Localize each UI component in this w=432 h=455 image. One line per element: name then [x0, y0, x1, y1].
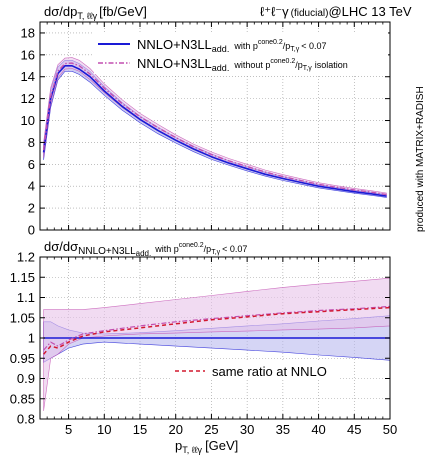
x-tick-label: 40 [311, 422, 325, 437]
ratio-y-tick-label: 1.2 [17, 250, 35, 265]
x-tick-label: 25 [204, 422, 218, 437]
main-y-tick-label: 10 [21, 113, 35, 128]
x-tick-label: 50 [383, 422, 397, 437]
ratio-y-tick-label: 1.1 [17, 290, 35, 305]
ratio-ticks: 5 10 15 20 25 30 35 40 45 50 0.8 0.85 0.9 0.95 1 1.05 1.… [10, 250, 398, 438]
x-tick-label: 15 [133, 422, 147, 437]
ratio-legend-label: same ratio at NNLO [212, 364, 327, 379]
main-lines [42, 62, 387, 197]
ratio-lines [43, 305, 390, 355]
ratio-y-tick-label: 0.8 [17, 412, 35, 427]
main-y-tick-label: 4 [28, 179, 35, 194]
ratio-series-line-2 [43, 305, 390, 351]
main-series-line-1 [42, 65, 387, 197]
main-y-tick-label: 18 [21, 25, 35, 40]
legend-background [94, 32, 388, 74]
ratio-bands [43, 277, 390, 411]
ratio-y-tick-label: 1 [28, 331, 35, 346]
main-y-tick-label: 16 [21, 47, 35, 62]
x-tick-label: 35 [276, 422, 290, 437]
main-y-tick-label: 0 [28, 223, 35, 238]
ratio-series-line-3 [43, 306, 390, 355]
watermark: produced with MATRIX+RADISH [415, 86, 426, 232]
ratio-y-tick-label: 1.15 [10, 270, 35, 285]
legend-entry-noiso: NNLO+N3LLadd. without pcone0.2/pT,γ isolat… [137, 56, 348, 73]
process-label: ℓ⁺ℓ⁻γ (fiducial)@LHC 13 TeV [260, 4, 412, 19]
main-y-tick-label: 2 [28, 201, 35, 216]
x-tick-label: 30 [240, 422, 254, 437]
main-band-2 [43, 57, 387, 197]
x-tick-label: 10 [97, 422, 111, 437]
main-y-tick-label: 8 [28, 135, 35, 150]
ratio-y-tick-label: 0.95 [10, 351, 35, 366]
main-y-tick-label: 6 [28, 157, 35, 172]
ratio-y-tick-label: 0.85 [10, 391, 35, 406]
x-tick-label: 5 [65, 422, 72, 437]
x-tick-label: 45 [347, 422, 361, 437]
main-bands [43, 57, 387, 198]
ratio-band-2 [43, 277, 390, 411]
main-y-tick-label: 12 [21, 91, 35, 106]
ratio-y-tick-label: 0.9 [17, 371, 35, 386]
ratio-ylabel: dσ/dσNNLO+N3LLadd. with pcone0.2/pT,γ < 0.… [44, 239, 247, 258]
ratio-legend-background [170, 362, 340, 380]
x-axis-label: pT, ℓℓγ [GeV] [175, 438, 238, 455]
x-tick-label: 20 [168, 422, 182, 437]
main-y-tick-label: 14 [21, 69, 35, 84]
main-series-line-2 [42, 62, 387, 196]
main-frame [39, 21, 391, 231]
ratio-y-tick-label: 1.05 [10, 310, 35, 325]
legend-entry-iso: NNLO+N3LLadd. with pcone0.2/pT,γ < 0.07 [137, 37, 327, 54]
main-ylabel: dσ/dpT, ℓℓγ [fb/GeV] [44, 4, 147, 21]
